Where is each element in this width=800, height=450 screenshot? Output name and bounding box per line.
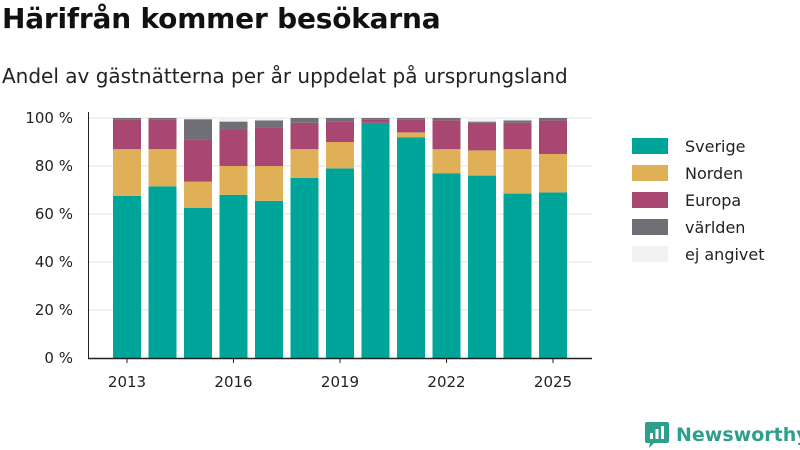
- bar-segment: [290, 122, 319, 150]
- bar-segment: [219, 121, 248, 130]
- bar-segment: [255, 120, 283, 128]
- bar-segment: [432, 149, 461, 174]
- bar-segment: [255, 166, 283, 201]
- x-tick-label: 2025: [534, 373, 572, 391]
- bar-segment: [326, 142, 354, 169]
- y-tick-label: 100 %: [25, 109, 73, 127]
- legend-swatch: [632, 138, 668, 154]
- bar-segment: [184, 119, 212, 140]
- brand-logo: Newsworthy: [644, 420, 800, 450]
- bar-segment: [361, 119, 390, 123]
- bar-segment: [255, 118, 283, 121]
- bar-segment: [503, 149, 532, 194]
- bar-segment: [184, 139, 212, 182]
- bar-segment: [468, 118, 496, 122]
- bar-segment: [539, 192, 567, 358]
- bar-segment: [326, 121, 354, 142]
- x-tick-label: 2016: [214, 373, 252, 391]
- y-tick-label: 80 %: [35, 157, 73, 175]
- bar-segment: [361, 122, 390, 358]
- bar-segment: [219, 118, 248, 122]
- legend-swatch: [632, 192, 668, 208]
- x-tick-label: 2022: [427, 373, 465, 391]
- stacked-bar-chart: 0 % 20 % 40 % 60 % 80 % 100 % 2013 2016 2019 2022…: [25, 109, 765, 391]
- bar-segment: [432, 118, 461, 121]
- bar-segment: [219, 166, 248, 195]
- bar-segment: [290, 178, 319, 358]
- bar-segment: [184, 118, 212, 120]
- legend-swatch: [632, 165, 668, 181]
- legend-label: Sverige: [685, 137, 746, 156]
- newsworthy-logo-icon: [645, 422, 669, 448]
- bar-segment: [503, 193, 532, 358]
- x-tick-label: 2019: [321, 373, 359, 391]
- bar-segment: [539, 120, 567, 154]
- bar-segment: [148, 119, 177, 150]
- bar-segment: [397, 132, 425, 138]
- bar-segment: [113, 196, 141, 358]
- bar-segment: [468, 150, 496, 176]
- bar-segment: [397, 137, 425, 358]
- bar-segment: [539, 118, 567, 121]
- bar-segment: [468, 175, 496, 358]
- bar-segment: [255, 200, 283, 358]
- y-tick-label: 60 %: [35, 205, 73, 223]
- bar-segment: [503, 120, 532, 123]
- chart-subtitle: Andel av gästnätterna per år uppdelat på…: [2, 64, 568, 88]
- bar-segment: [219, 130, 248, 166]
- x-tick-label: 2013: [108, 373, 146, 391]
- legend-label: Europa: [685, 191, 741, 210]
- bar-segment: [397, 119, 425, 133]
- bar-segment: [113, 119, 141, 150]
- bar-segment: [468, 122, 496, 151]
- bar-segment: [468, 121, 496, 123]
- legend-label: världen: [685, 218, 745, 237]
- bar-segment: [290, 149, 319, 178]
- legend-swatch: [632, 219, 668, 235]
- y-tick-label: 20 %: [35, 301, 73, 319]
- bar-segment: [148, 118, 177, 120]
- legend-label: Norden: [685, 164, 743, 183]
- y-tick-label: 40 %: [35, 253, 73, 271]
- legend-label: ej angivet: [685, 245, 765, 264]
- bar-segment: [113, 118, 141, 120]
- bar-segment: [503, 118, 532, 121]
- bar-segment: [219, 194, 248, 358]
- bar-segment: [148, 149, 177, 187]
- bar-segment: [148, 186, 177, 358]
- chart-title: Härifrån kommer besökarna: [2, 2, 441, 35]
- bar-segment: [326, 118, 354, 122]
- brand-name: Newsworthy: [676, 424, 800, 446]
- y-tick-label: 0 %: [44, 349, 73, 367]
- bar-segment: [432, 120, 461, 150]
- bar-segment: [503, 122, 532, 150]
- bar-segment: [539, 154, 567, 193]
- bar-segment: [326, 168, 354, 358]
- bar-segment: [113, 149, 141, 196]
- bar-segment: [361, 118, 390, 120]
- bar-segment: [432, 173, 461, 358]
- bar-segment: [184, 181, 212, 208]
- bar-segment: [397, 118, 425, 120]
- bar-segment: [255, 127, 283, 166]
- bar-segment: [290, 118, 319, 123]
- bar-segment: [184, 208, 212, 358]
- legend-swatch: [632, 246, 668, 262]
